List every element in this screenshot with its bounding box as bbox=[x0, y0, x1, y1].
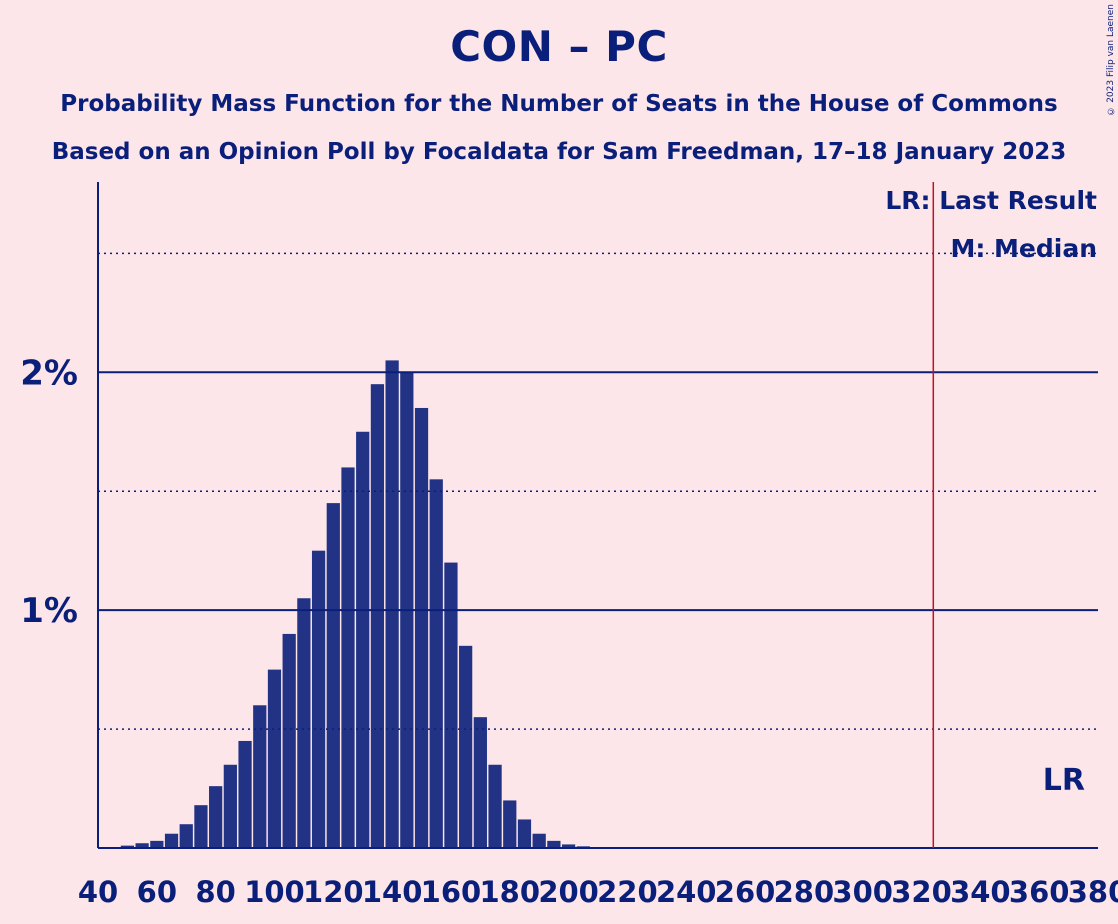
pmf-bar bbox=[311, 550, 326, 848]
pmf-bar bbox=[120, 845, 135, 848]
pmf-bar bbox=[429, 479, 443, 848]
pmf-bar bbox=[194, 805, 208, 848]
gridlines bbox=[98, 252, 1098, 730]
x-tick-label: 360 bbox=[1009, 875, 1070, 909]
pmf-bar bbox=[135, 843, 149, 848]
pmf-bar bbox=[385, 360, 399, 848]
pmf-bar bbox=[561, 844, 576, 848]
x-tick-label: 100 bbox=[244, 875, 305, 909]
pmf-bar bbox=[223, 764, 237, 848]
y-tick-labels: 1% 2% bbox=[20, 353, 78, 631]
x-tick-label: 40 bbox=[78, 875, 118, 909]
pmf-bar bbox=[282, 633, 296, 848]
x-tick-label: 140 bbox=[362, 875, 423, 909]
pmf-bar bbox=[400, 372, 414, 848]
x-tick-label: 160 bbox=[421, 875, 482, 909]
pmf-bar bbox=[267, 669, 282, 848]
y-tick-label: 2% bbox=[20, 353, 78, 393]
chart-source-subtitle: Based on an Opinion Poll by Focaldata fo… bbox=[51, 139, 1067, 165]
last-result-marker: LR bbox=[1043, 763, 1085, 798]
x-tick-label: 220 bbox=[597, 875, 658, 909]
chart-subtitle: Probability Mass Function for the Number… bbox=[60, 91, 1058, 117]
pmf-bar bbox=[517, 819, 532, 848]
legend-median: M: Median bbox=[950, 234, 1097, 263]
pmf-bar bbox=[179, 824, 193, 848]
x-tick-label: 120 bbox=[303, 875, 364, 909]
pmf-bar bbox=[356, 431, 370, 848]
bar-series bbox=[120, 360, 605, 848]
x-tick-label: 60 bbox=[137, 875, 177, 909]
pmf-bar bbox=[547, 840, 561, 848]
pmf-bar bbox=[209, 786, 223, 848]
x-tick-label: 260 bbox=[715, 875, 776, 909]
x-tick-label: 380 bbox=[1068, 875, 1118, 909]
pmf-bar bbox=[370, 384, 385, 848]
x-tick-label: 300 bbox=[832, 875, 893, 909]
pmf-bar bbox=[473, 717, 487, 848]
x-tick-label: 200 bbox=[538, 875, 599, 909]
x-tick-label: 240 bbox=[656, 875, 717, 909]
pmf-bar bbox=[297, 598, 311, 848]
pmf-bar bbox=[488, 764, 502, 848]
pmf-bar bbox=[459, 645, 473, 848]
pmf-bar bbox=[341, 467, 355, 848]
pmf-bar bbox=[164, 833, 179, 848]
x-tick-label: 80 bbox=[195, 875, 235, 909]
pmf-bar bbox=[532, 833, 546, 848]
x-tick-label: 320 bbox=[891, 875, 952, 909]
pmf-bar bbox=[150, 840, 164, 848]
x-tick-label: 340 bbox=[950, 875, 1011, 909]
pmf-bar bbox=[253, 705, 267, 848]
y-tick-label: 1% bbox=[20, 591, 78, 631]
legend-last-result: LR: Last Result bbox=[885, 186, 1097, 215]
pmf-bar bbox=[238, 740, 252, 848]
x-tick-label: 280 bbox=[774, 875, 835, 909]
pmf-bar bbox=[326, 503, 340, 848]
chart-title: CON – PC bbox=[450, 22, 668, 71]
x-tick-labels: 40 60 80 1001201401601802002202402602803003… bbox=[78, 875, 1118, 909]
pmf-bar bbox=[414, 407, 429, 848]
x-tick-label: 180 bbox=[479, 875, 540, 909]
pmf-bar bbox=[444, 562, 458, 848]
axes bbox=[97, 182, 1098, 849]
pmf-bar bbox=[503, 800, 517, 848]
